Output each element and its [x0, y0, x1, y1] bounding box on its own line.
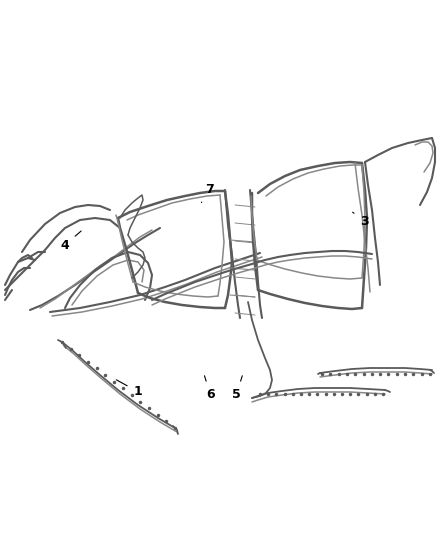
Text: 7: 7: [201, 183, 214, 203]
Text: 3: 3: [353, 212, 369, 228]
Text: 5: 5: [232, 376, 242, 401]
Text: 1: 1: [117, 380, 142, 398]
Text: 4: 4: [60, 231, 81, 252]
Text: 6: 6: [205, 376, 215, 401]
